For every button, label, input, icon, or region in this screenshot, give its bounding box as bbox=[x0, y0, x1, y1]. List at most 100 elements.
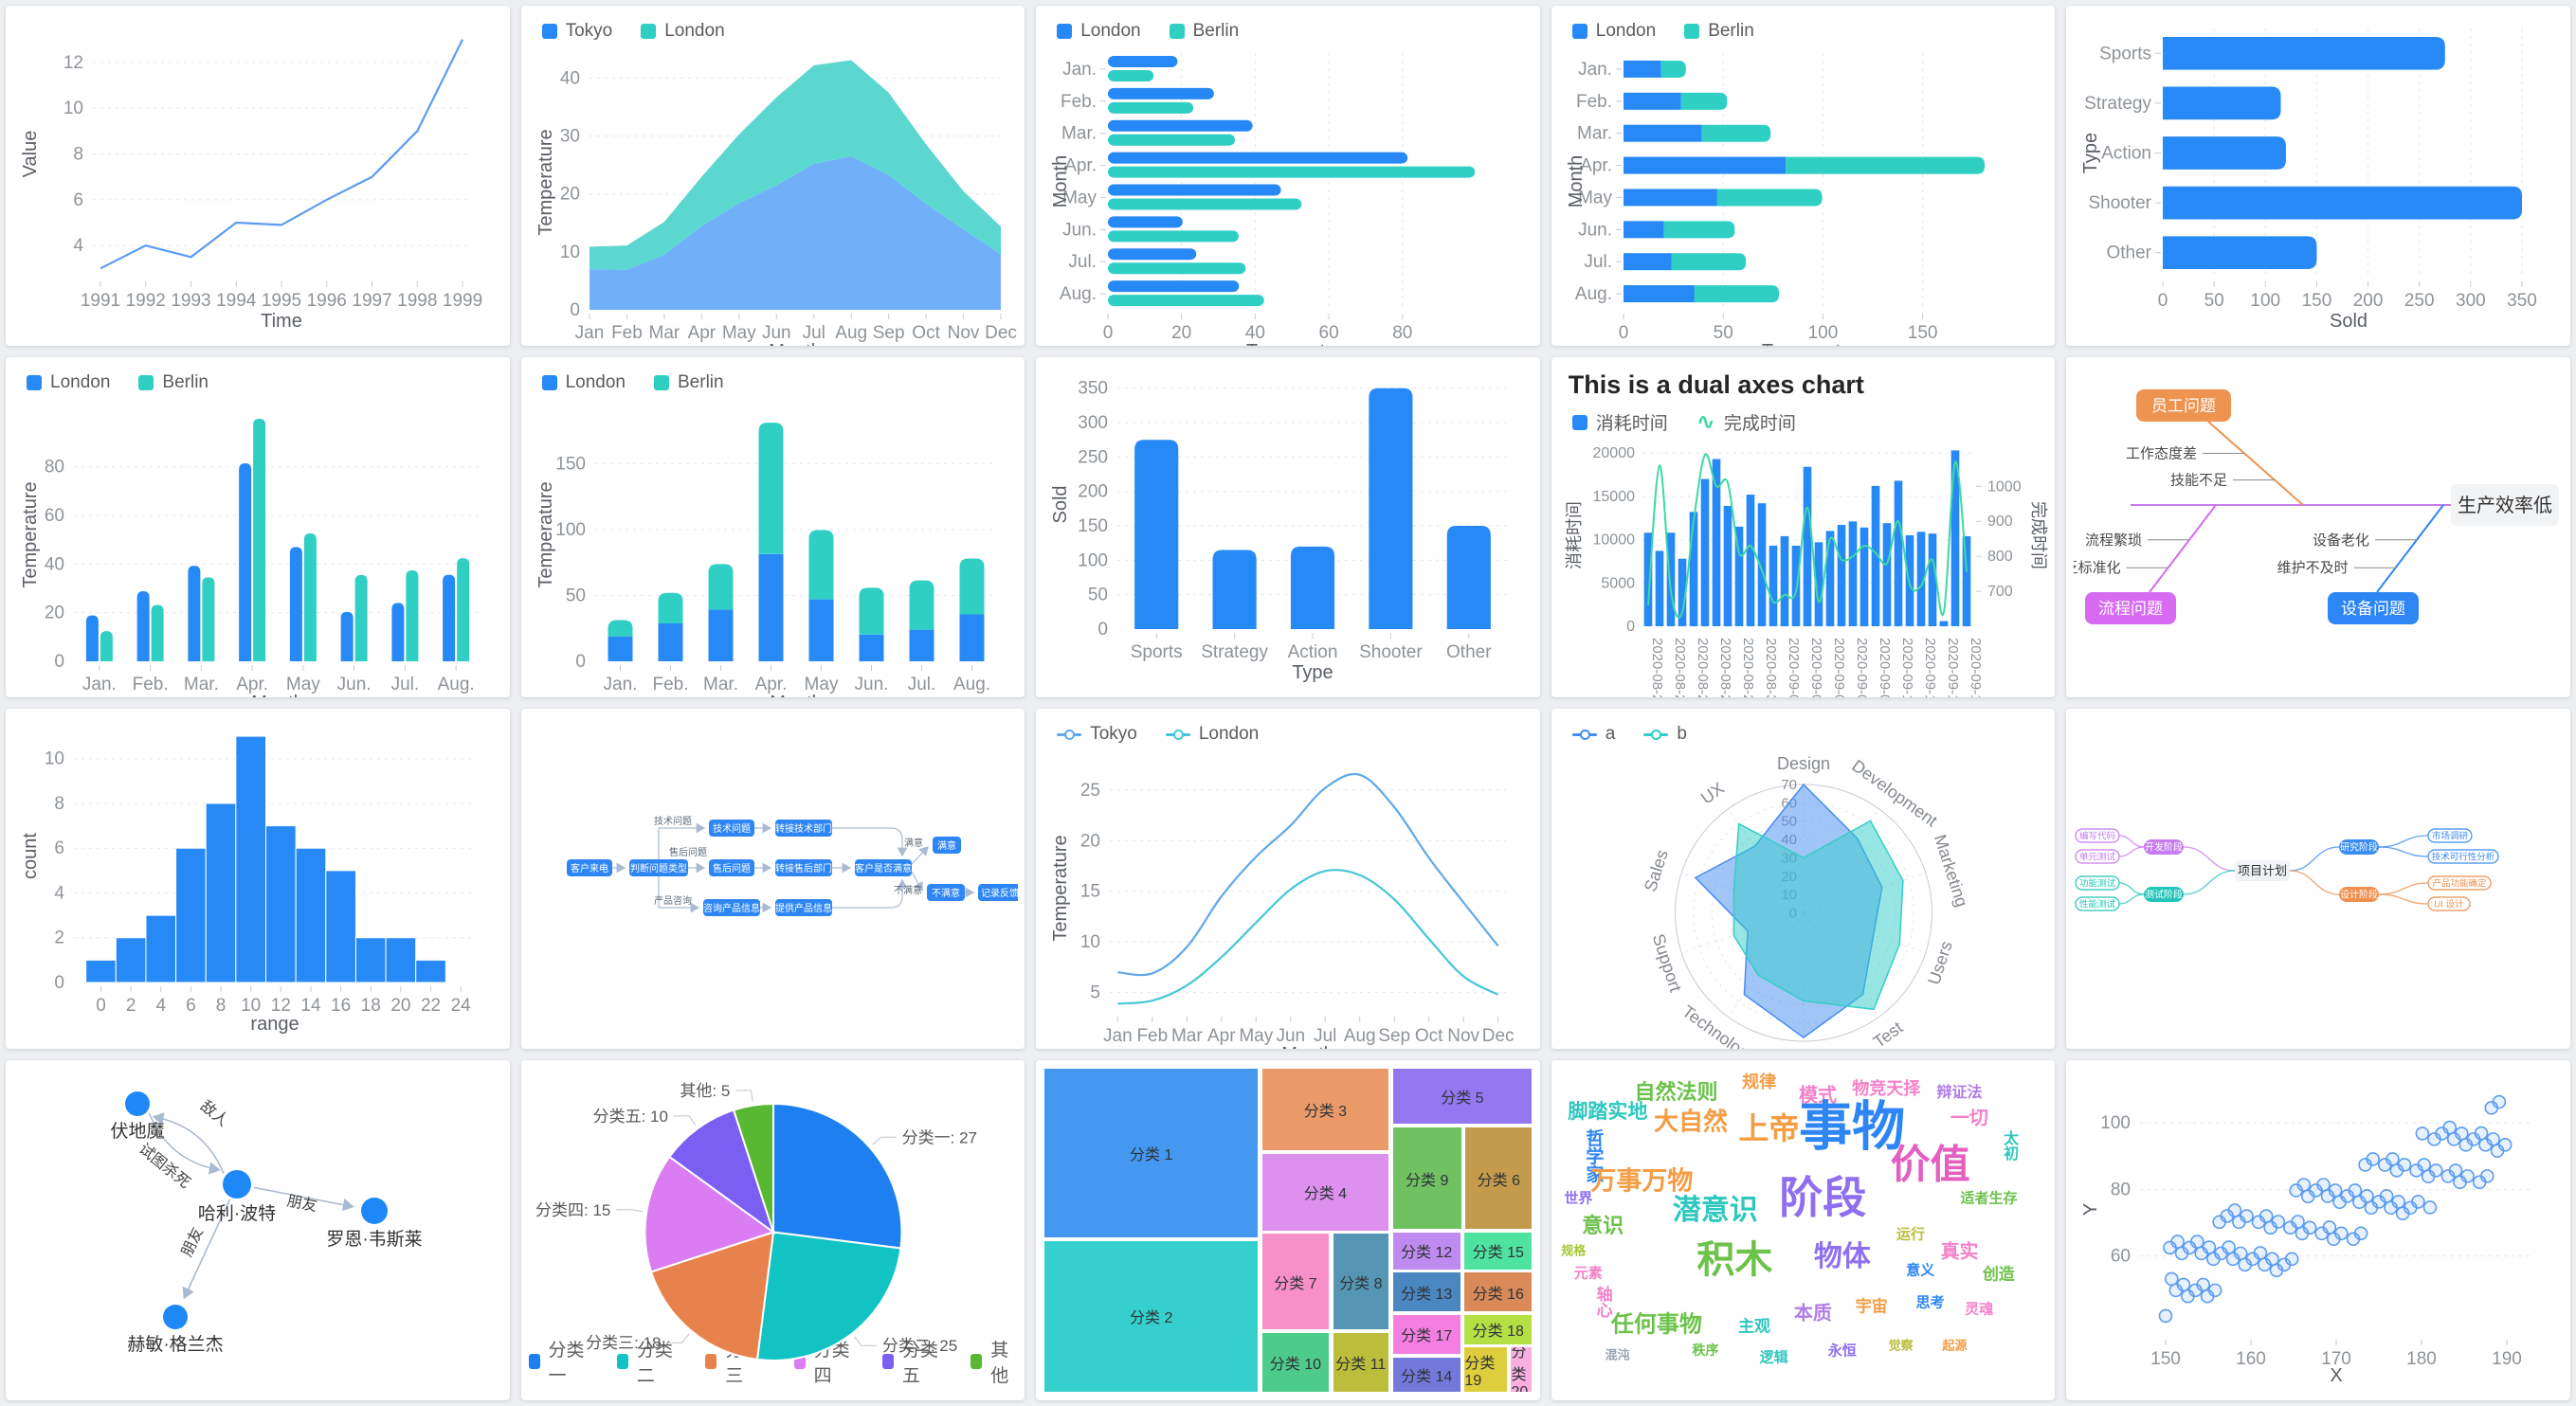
bars[interactable] bbox=[608, 423, 985, 661]
mindmap-leaf[interactable] bbox=[2075, 828, 2120, 843]
scatter-points[interactable] bbox=[2159, 1094, 2513, 1324]
treemap-cell[interactable]: 分类 18 bbox=[1463, 1313, 1533, 1345]
legend-item[interactable]: Berlin bbox=[1684, 21, 1754, 42]
basic-bar-canvas[interactable]: 0 50 100 150 200 250 300 350 Sports Strategy Actio… bbox=[1043, 365, 1533, 690]
flow-node[interactable] bbox=[702, 899, 760, 916]
wordcloud-word[interactable]: 阶段 bbox=[1779, 1172, 1867, 1222]
graph-edge[interactable] bbox=[182, 1199, 231, 1300]
wordcloud-word[interactable]: 轴心 bbox=[1593, 1285, 1612, 1318]
wordcloud-word[interactable]: 自然法则 bbox=[1634, 1080, 1718, 1104]
treemap-cell[interactable]: 分类 1 bbox=[1043, 1068, 1260, 1239]
treemap-cell[interactable]: 分类 5 bbox=[1391, 1068, 1533, 1126]
multi-line-canvas[interactable]: 5 10 15 20 25 Month Temperature Jan Feb Mar Apr May… bbox=[1043, 747, 1533, 1049]
bars[interactable] bbox=[1623, 60, 1985, 303]
treemap-cell[interactable]: 分类 11 bbox=[1332, 1331, 1389, 1393]
mindmap-branch[interactable] bbox=[2339, 839, 2380, 855]
wordcloud-word[interactable]: 模式 bbox=[1799, 1085, 1838, 1107]
wordcloud-word[interactable]: 规律 bbox=[1742, 1072, 1777, 1091]
treemap-cell[interactable]: 分类 8 bbox=[1332, 1233, 1389, 1331]
wordcloud-word[interactable]: 灵魂 bbox=[1965, 1301, 1994, 1318]
wordcloud-word[interactable]: 上帝 bbox=[1738, 1110, 1800, 1145]
legend-item[interactable]: 分类二 bbox=[616, 1336, 677, 1387]
mindmap-leaf[interactable] bbox=[2075, 896, 2120, 911]
wordcloud-word[interactable]: 觉察 bbox=[1888, 1338, 1914, 1353]
wordcloud-word[interactable]: 任何事物 bbox=[1610, 1311, 1702, 1338]
treemap-cell[interactable]: 分类 15 bbox=[1463, 1232, 1533, 1271]
fishbone-node[interactable] bbox=[2451, 484, 2560, 526]
dual-axes-canvas[interactable]: 0 5000 10000 15000 20000 700 800 900 1000 2020-08… bbox=[1559, 437, 2048, 697]
flow-node[interactable] bbox=[854, 859, 912, 876]
wordcloud-word[interactable]: 永恒 bbox=[1827, 1343, 1857, 1360]
flow-node[interactable] bbox=[628, 859, 688, 876]
grouped-bar-canvas[interactable]: 0 20 40 60 80 Jan. Feb. Mar. Apr. May Jun. Jul. Aug.… bbox=[13, 395, 502, 697]
stacked-barh-canvas[interactable]: 0 50 100 150 Jan. Feb. Mar. Apr. May Jun. Jul. Aug.… bbox=[1559, 44, 2048, 346]
mindmap-branch[interactable] bbox=[2144, 839, 2185, 855]
treemap-cell[interactable]: 分类 9 bbox=[1391, 1126, 1462, 1231]
fishbone-node[interactable] bbox=[2328, 592, 2420, 624]
wordcloud-word[interactable]: 运行 bbox=[1896, 1226, 1926, 1243]
bars[interactable] bbox=[1108, 55, 1476, 307]
legend-item[interactable]: London bbox=[1571, 21, 1656, 42]
flow-node[interactable] bbox=[566, 859, 612, 876]
wordcloud-word[interactable]: 太初 bbox=[2001, 1130, 2018, 1162]
flow-node[interactable] bbox=[774, 859, 832, 876]
mindmap-leaf[interactable] bbox=[2427, 828, 2473, 843]
wordcloud-word[interactable]: 思考 bbox=[1915, 1294, 1945, 1311]
wordcloud-word[interactable]: 潜意识 bbox=[1672, 1195, 1758, 1227]
wordcloud-word[interactable]: 元素 bbox=[1573, 1265, 1603, 1282]
legend-item[interactable]: 其他 bbox=[971, 1336, 1017, 1387]
flow-node[interactable] bbox=[932, 837, 961, 854]
wordcloud-word[interactable]: 积木 bbox=[1696, 1238, 1773, 1281]
wordcloud-word[interactable]: 宇宙 bbox=[1855, 1297, 1888, 1316]
treemap-cell[interactable]: 分类 3 bbox=[1261, 1068, 1389, 1152]
legend-item[interactable]: Tokyo bbox=[1057, 724, 1137, 745]
wordcloud-word[interactable]: 哲学家 bbox=[1583, 1128, 1604, 1183]
mindmap-leaf[interactable] bbox=[2427, 875, 2492, 891]
wordcloud-word[interactable]: 价值 bbox=[1890, 1142, 1970, 1187]
legend-item[interactable]: ∿ 完成时间 bbox=[1696, 408, 1796, 435]
line-series-Tokyo[interactable] bbox=[1117, 772, 1499, 977]
wordcloud-word[interactable]: 一切 bbox=[1950, 1108, 1988, 1129]
line-series-London[interactable] bbox=[1117, 869, 1499, 1005]
legend-item[interactable]: a bbox=[1571, 724, 1615, 745]
area-series-London[interactable] bbox=[589, 60, 1001, 270]
wordcloud-canvas[interactable]: 自然法则 规律 模式 物竞天择 辩证法 脚踏实地 哲学家 大自然 上帝 事物 一切 太初 世界 万事万物 价… bbox=[1559, 1068, 2048, 1393]
wordcloud-word[interactable]: 主观 bbox=[1738, 1317, 1771, 1336]
flow-node[interactable] bbox=[926, 884, 965, 901]
basic-barh-canvas[interactable]: 0 50 100 150 200 250 300 350 Sports Strategy Actio… bbox=[2074, 13, 2563, 338]
treemap-cell[interactable]: 分类 16 bbox=[1463, 1271, 1533, 1313]
mindmap-leaf[interactable] bbox=[2075, 849, 2120, 864]
wordcloud-word[interactable]: 脚踏实地 bbox=[1568, 1100, 1648, 1123]
mindmap-leaf[interactable] bbox=[2427, 849, 2499, 864]
stacked-area-canvas[interactable]: 0 10 20 30 40 Month Temperature Jan Feb Mar Apr May… bbox=[529, 44, 1018, 346]
treemap-cell[interactable]: 分类 6 bbox=[1464, 1126, 1533, 1231]
pie-slices[interactable] bbox=[644, 1102, 903, 1361]
wordcloud-word[interactable]: 大自然 bbox=[1653, 1107, 1728, 1136]
treemap-cell[interactable]: 分类 7 bbox=[1261, 1233, 1331, 1331]
mindmap-branch[interactable] bbox=[2339, 887, 2380, 902]
treemap-cell[interactable]: 分类 12 bbox=[1391, 1232, 1461, 1271]
flowchart-canvas[interactable]: 客户来电 判断问题类型 技术问题 售后问题 咨询产品信息 转接技术部门 转接售后部门 提供产品… bbox=[529, 716, 1018, 1041]
wordcloud-word[interactable]: 事物 bbox=[1799, 1096, 1906, 1157]
legend-item[interactable]: London bbox=[641, 21, 725, 42]
flow-node[interactable] bbox=[708, 820, 754, 837]
wordcloud-word[interactable]: 混沌 bbox=[1605, 1347, 1630, 1362]
mindmap-canvas[interactable]: 研究阶段 市场调研 技术可行性分析 设计阶段 产品功能确定 UI 设计 开发阶段 编写代码 单元… bbox=[2074, 716, 2563, 1041]
wordcloud-word[interactable]: 逻辑 bbox=[1759, 1349, 1788, 1366]
graph-edge[interactable] bbox=[152, 1112, 225, 1174]
fishbone-node[interactable] bbox=[2136, 389, 2232, 422]
mindmap-branch[interactable] bbox=[2144, 887, 2185, 902]
bars[interactable] bbox=[85, 735, 446, 983]
network-graph-canvas[interactable]: 试图杀死 敌人 朋友 朋友 伏地魔 哈利·波特 罗恩·韦斯莱 赫敏·格兰杰 bbox=[13, 1068, 502, 1393]
wordcloud-word[interactable]: 本质 bbox=[1793, 1303, 1832, 1325]
graph-node[interactable] bbox=[361, 1198, 388, 1224]
legend-item[interactable]: London bbox=[27, 372, 110, 393]
bars[interactable] bbox=[85, 419, 470, 661]
scatter-canvas[interactable]: 60 80 100 150 160 170 180 190 X Y bbox=[2074, 1068, 2563, 1393]
legend-item[interactable]: b bbox=[1643, 724, 1687, 745]
line-series-完成时间[interactable] bbox=[1646, 453, 1968, 619]
radar-canvas[interactable]: DesignDevelopmentMarketingUsersTestLangu… bbox=[1559, 747, 2048, 1049]
wordcloud-word[interactable]: 秩序 bbox=[1692, 1343, 1719, 1359]
wordcloud-word[interactable]: 规格 bbox=[1561, 1243, 1587, 1258]
line-series-Value[interactable] bbox=[100, 39, 463, 270]
